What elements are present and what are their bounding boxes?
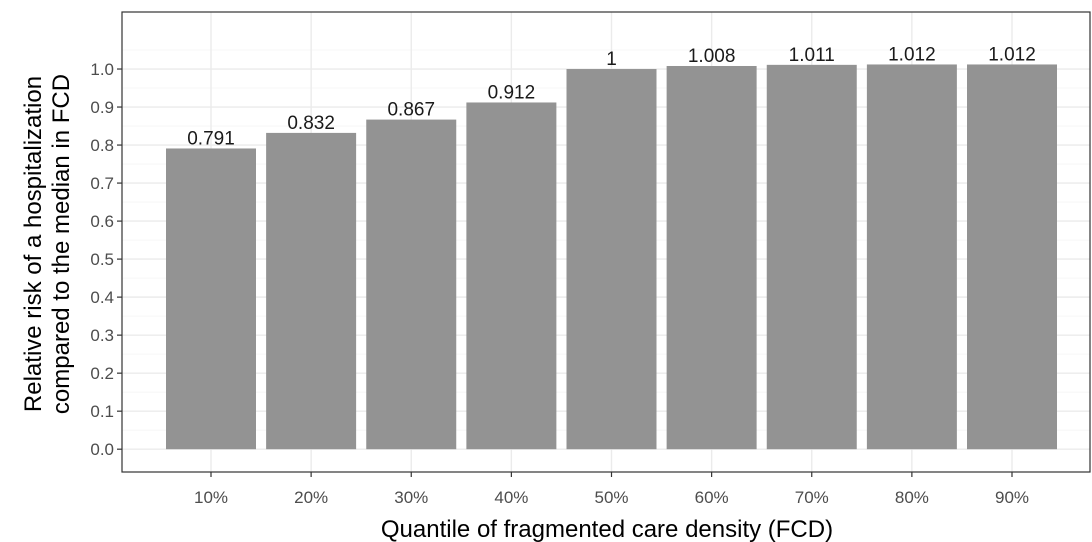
y-tick-label: 0.8 — [90, 136, 114, 155]
x-tick-label: 30% — [394, 488, 428, 507]
y-axis-title-line-1: Relative risk of a hospitalization — [20, 76, 47, 412]
bar-10% — [166, 148, 256, 450]
bar-50% — [566, 69, 657, 450]
bar-70% — [766, 64, 857, 450]
y-tick-label: 0.6 — [90, 212, 114, 231]
bar-30% — [366, 119, 457, 450]
y-tick-label: 0.1 — [90, 402, 114, 421]
x-tick-label: 10% — [194, 488, 228, 507]
bar-value-label: 0.791 — [187, 128, 235, 149]
x-tick-label: 20% — [294, 488, 328, 507]
y-tick-label: 0.7 — [90, 174, 114, 193]
bar-80% — [866, 64, 957, 450]
y-axis-title-line-2: compared to the median in FCD — [48, 74, 75, 414]
y-tick-label: 0.9 — [90, 98, 114, 117]
panel-border — [121, 11, 1091, 473]
y-axis-title: Relative risk of a hospitalization compa… — [20, 74, 75, 414]
bar-value-labels: 0.791 0.832 0.867 0.912 1 1.008 1.011 1.012 1.01… — [187, 44, 1036, 149]
y-tick-label: 0.0 — [90, 440, 114, 459]
bar-value-label: 1 — [606, 49, 617, 70]
x-tick-label: 60% — [695, 488, 729, 507]
bar-value-label: 0.912 — [488, 82, 536, 103]
bar-value-label: 1.012 — [988, 44, 1036, 65]
y-axis: 0.0 0.1 0.2 0.3 0.4 0.5 0.6 0.7 0.8 0.9 1.0 — [90, 60, 122, 459]
bar-value-label: 1.011 — [789, 45, 835, 66]
x-axis: 10% 20% 30% 40% 50% 60% 70% 80% 90% — [194, 472, 1029, 507]
bars — [166, 64, 1057, 450]
bar-90% — [967, 64, 1057, 450]
x-tick-label: 40% — [494, 488, 528, 507]
y-tick-label: 0.2 — [90, 364, 114, 383]
bar-value-label: 0.832 — [287, 113, 335, 134]
y-tick-label: 0.3 — [90, 326, 114, 345]
x-tick-label: 80% — [895, 488, 929, 507]
bar-value-label: 0.867 — [387, 100, 435, 121]
x-tick-label: 70% — [795, 488, 829, 507]
bar-value-label: 1.008 — [688, 46, 736, 67]
x-axis-title: Quantile of fragmented care density (FCD… — [381, 516, 833, 542]
bar-value-label: 1.012 — [888, 44, 936, 65]
x-tick-label: 90% — [995, 488, 1029, 507]
bar-20% — [266, 132, 357, 450]
y-tick-label: 0.5 — [90, 250, 114, 269]
y-tick-label: 0.4 — [90, 288, 114, 307]
x-tick-label: 50% — [594, 488, 628, 507]
bar-60% — [666, 65, 757, 450]
bar-40% — [466, 102, 557, 450]
y-tick-label: 1.0 — [90, 60, 114, 79]
